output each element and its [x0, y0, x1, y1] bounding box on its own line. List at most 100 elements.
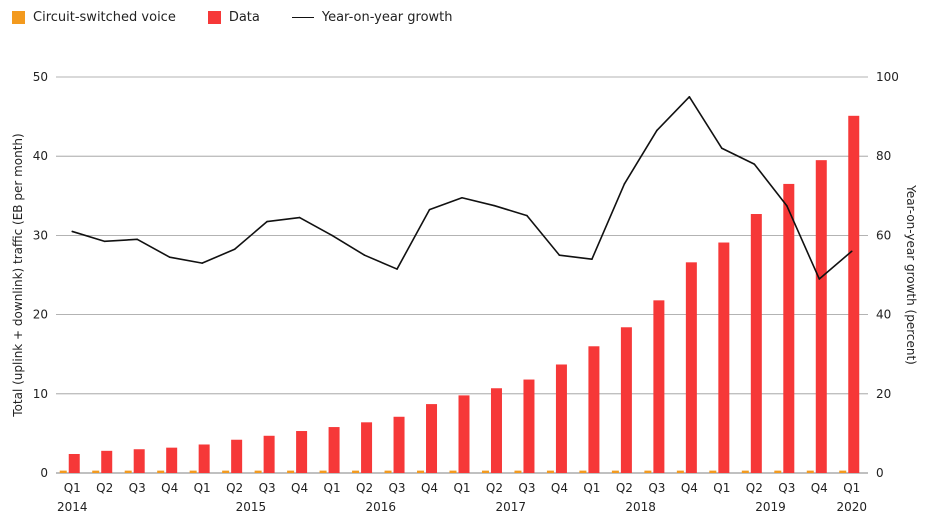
voice-bar [157, 470, 165, 473]
growth-point [623, 183, 626, 185]
x-tick-label: Q1 [713, 481, 730, 495]
data-bar [685, 262, 697, 473]
y-tick-label: 10 [33, 387, 48, 401]
growth-point [688, 96, 691, 98]
growth-point [103, 240, 106, 243]
y2-tick-label: 100 [876, 70, 899, 84]
legend-label-voice: Circuit-switched voice [33, 10, 176, 25]
x-tick-label: Q1 [583, 481, 600, 495]
y-tick-label: 0 [40, 466, 48, 480]
x-tick-label: Q4 [811, 481, 828, 495]
data-swatch [207, 11, 221, 24]
y-tick-label: 20 [33, 308, 48, 322]
voice-bar [546, 470, 554, 473]
growth-point [396, 268, 398, 270]
year-label: 2020 [836, 500, 867, 514]
growth-point [721, 147, 723, 150]
growth-point [363, 254, 366, 256]
voice-bar [514, 470, 522, 473]
legend-item-voice: Circuit-switched voice [12, 10, 176, 25]
year-label: 2018 [625, 500, 656, 514]
growth-point [656, 129, 658, 132]
data-bar [263, 435, 275, 473]
x-tick-label: Q3 [259, 481, 276, 495]
data-bar [458, 395, 470, 473]
x-tick-label: Q1 [324, 481, 341, 495]
x-tick-label: Q1 [453, 481, 470, 495]
x-tick-label: Q2 [356, 481, 373, 495]
data-bar [588, 346, 600, 473]
data-bar [653, 300, 665, 473]
bars [59, 115, 860, 474]
data-bar [328, 427, 340, 473]
voice-bar [481, 470, 489, 473]
x-tick-label: Q3 [648, 481, 665, 495]
voice-bar [124, 470, 132, 473]
voice-swatch [12, 11, 25, 24]
growth-point [266, 220, 268, 223]
x-tick-label: Q4 [551, 481, 568, 495]
growth-point [71, 230, 74, 233]
growth-point [558, 254, 561, 256]
data-bar [296, 431, 308, 473]
y2-tick-label: 0 [876, 466, 884, 480]
voice-bar [839, 470, 847, 473]
data-bar [750, 214, 762, 474]
y-tick-label: 40 [33, 149, 48, 163]
year-label: 2019 [755, 500, 786, 514]
growth-point [753, 163, 756, 165]
growth-point [201, 262, 203, 264]
data-bar [718, 242, 730, 473]
year-label: 2014 [57, 500, 88, 514]
growth-point [168, 256, 171, 258]
x-tick-label: Q2 [226, 481, 243, 495]
x-tick-label: Q3 [518, 481, 535, 495]
x-tick-label: Q1 [64, 481, 81, 495]
voice-bar [59, 470, 67, 473]
voice-bar [319, 470, 327, 473]
voice-bar [222, 470, 230, 473]
data-bar [361, 422, 373, 473]
x-tick-label: Q2 [746, 481, 763, 495]
legend-label-data: Data [228, 10, 260, 25]
voice-bar [774, 470, 782, 473]
x-tick-label: Q2 [96, 481, 113, 495]
year-label: 2017 [495, 500, 526, 514]
x-tick-label: Q3 [388, 481, 405, 495]
data-bar [490, 388, 502, 473]
data-bar [101, 450, 113, 473]
voice-bar [806, 470, 814, 473]
data-bar [555, 364, 567, 473]
growth-point [331, 234, 333, 237]
x-tick-label: Q2 [486, 481, 503, 495]
voice-bar [92, 470, 100, 473]
y-tick-label: 50 [33, 70, 48, 84]
year-label: 2016 [366, 500, 397, 514]
growth-point [786, 204, 788, 207]
x-tick-label: Q4 [681, 481, 698, 495]
voice-bar [741, 470, 749, 473]
y-axis-title: Total (uplink + downlink) traffic (EB pe… [11, 133, 25, 417]
data-bar [198, 444, 210, 473]
growth-point [461, 196, 463, 199]
growth-point [493, 204, 496, 207]
growth-line [72, 96, 853, 280]
voice-bar [579, 470, 587, 473]
growth-point [136, 238, 138, 241]
voice-bar [254, 470, 262, 473]
voice-bar [352, 470, 360, 473]
y2-tick-label: 40 [876, 308, 891, 322]
voice-bar [644, 470, 652, 473]
growth-point [850, 250, 853, 253]
voice-bar [449, 470, 457, 473]
data-bar [68, 453, 80, 473]
x-tick-label: Q2 [616, 481, 633, 495]
growth-point [818, 278, 821, 280]
data-bar [848, 115, 860, 474]
legend-item-data: Data [207, 10, 260, 25]
axes: 0 10 20 30 40 50 0 20 40 60 80 100 Q1 Q2 Q3 Q4 Q1 Q2 Q3 Q4 Q… [33, 70, 899, 514]
data-bar [393, 416, 405, 473]
voice-bar [287, 470, 295, 473]
data-bar [815, 160, 827, 473]
growth-point [526, 214, 528, 217]
